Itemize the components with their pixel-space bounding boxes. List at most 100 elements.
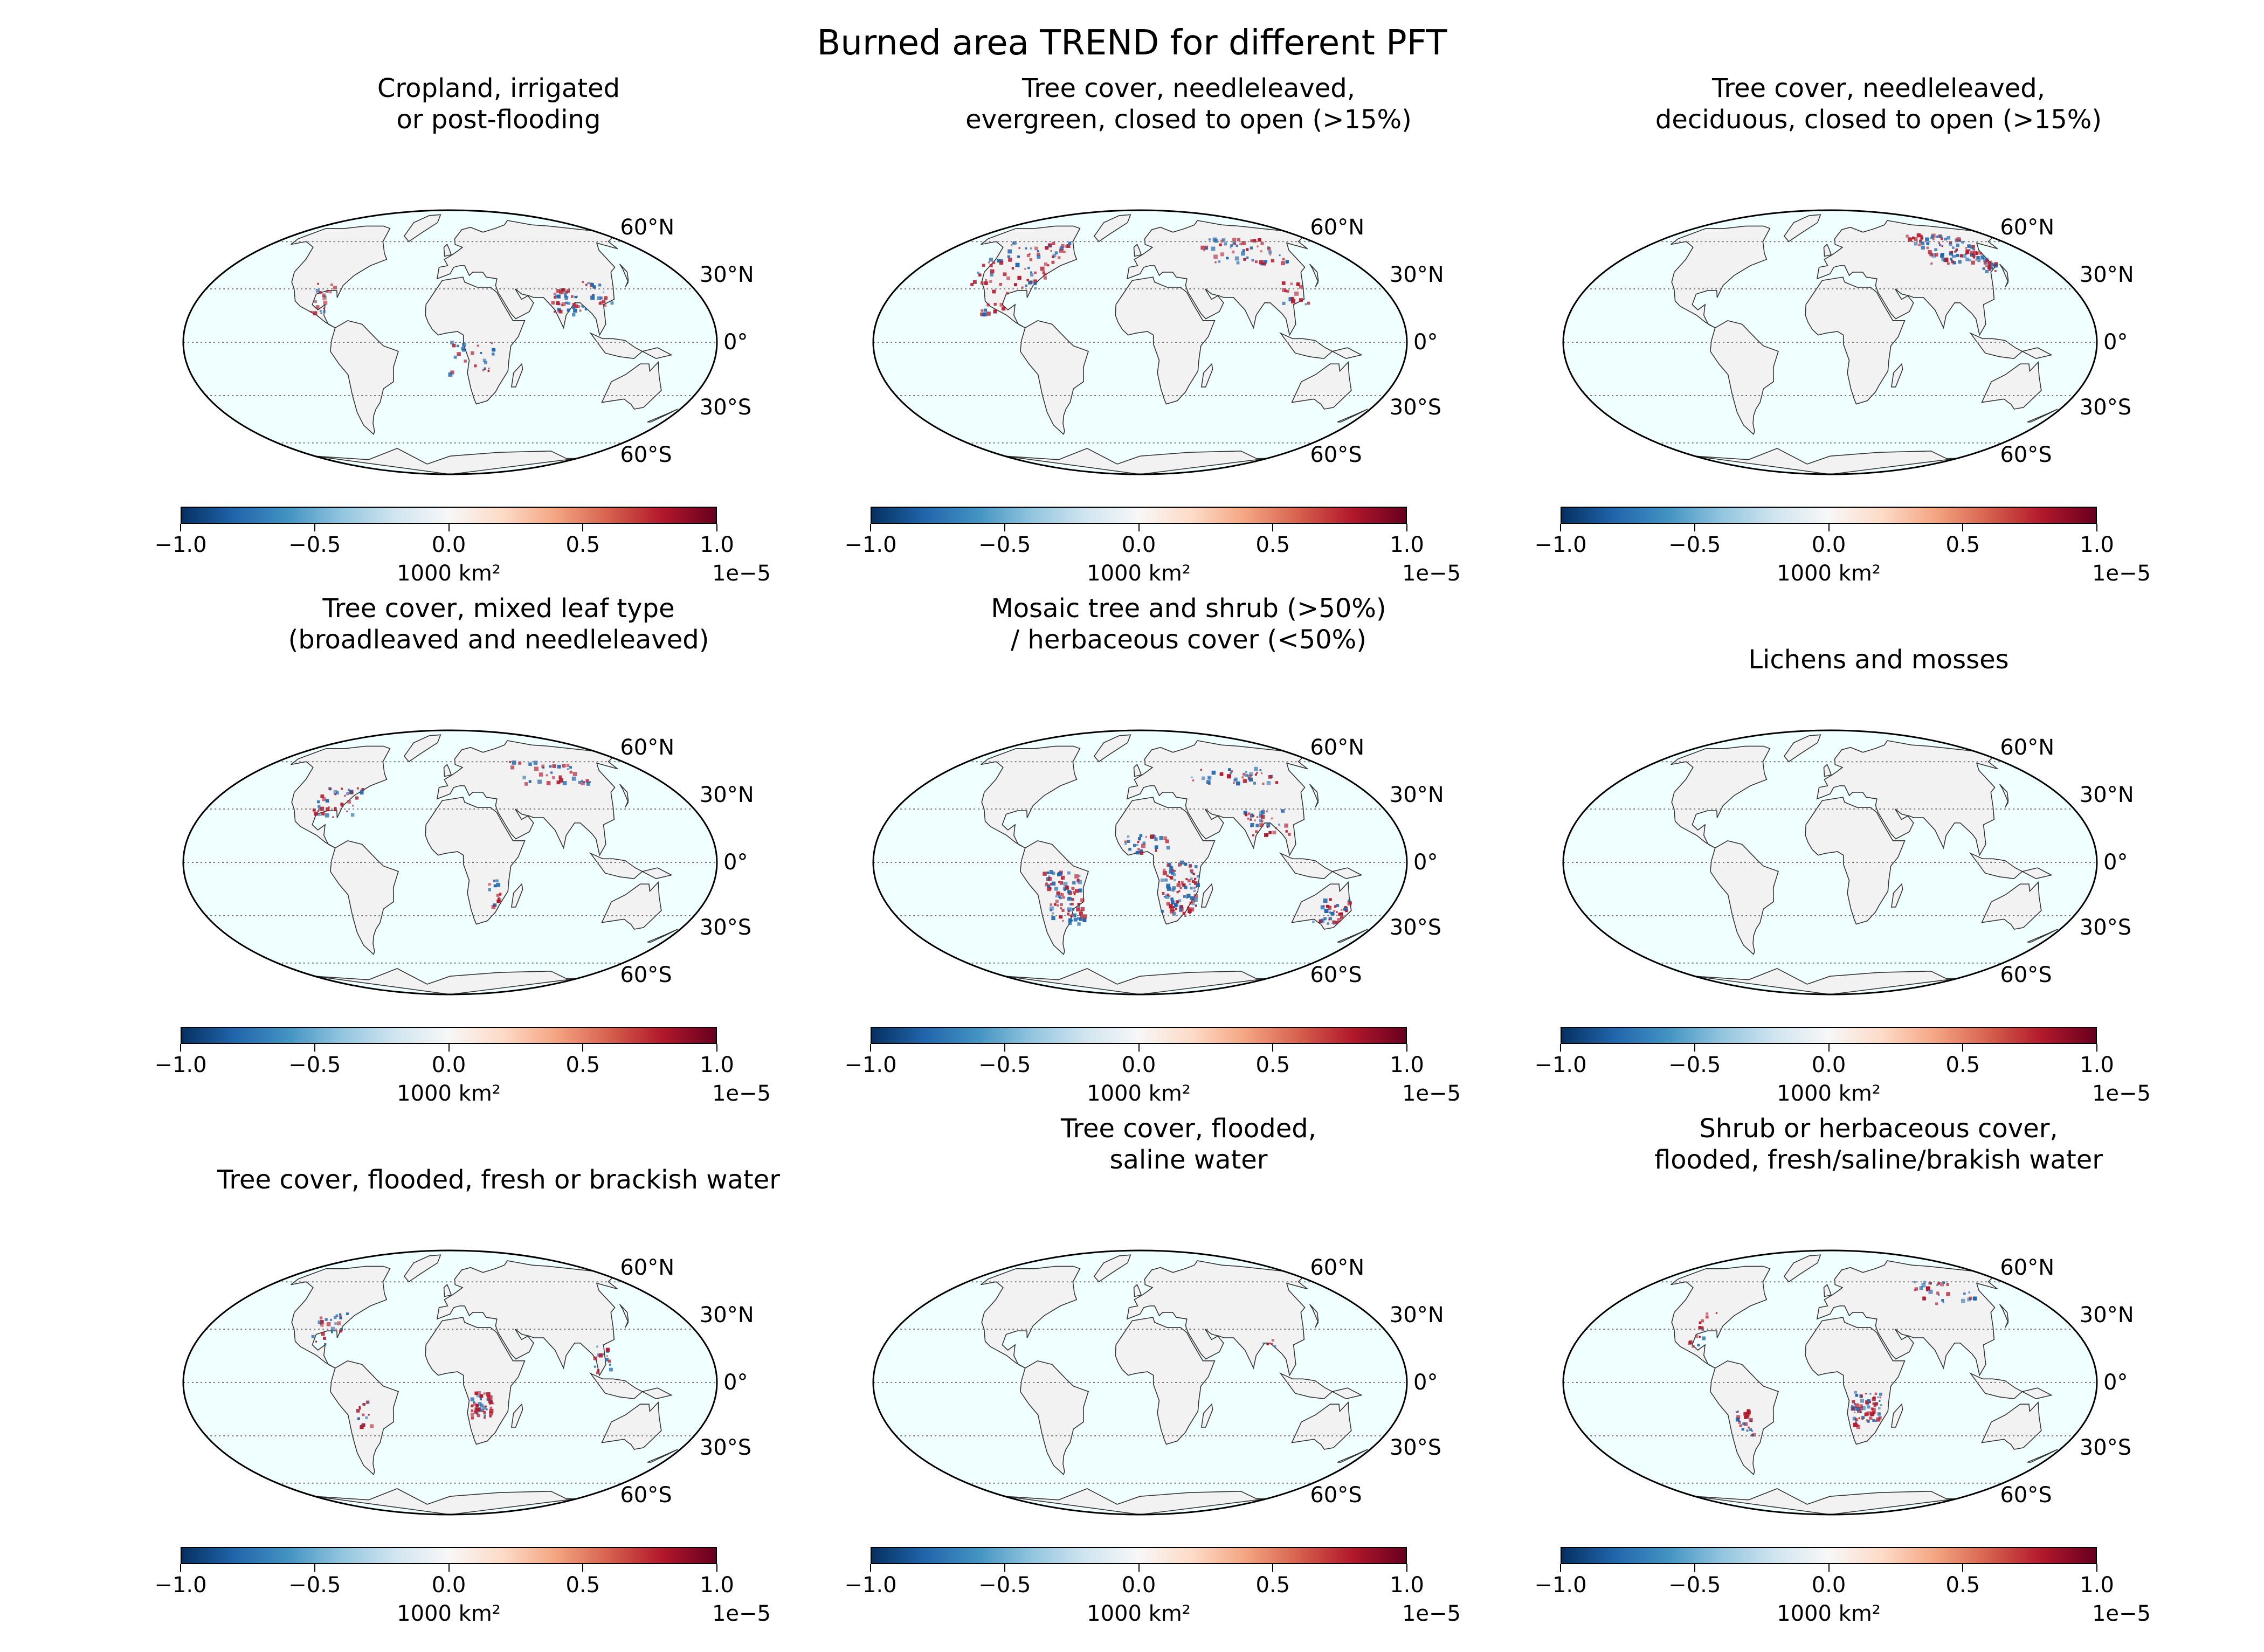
trend-pixel xyxy=(336,1321,341,1325)
trend-pixel xyxy=(1178,862,1182,867)
trend-pixel xyxy=(1252,834,1254,837)
trend-pixel xyxy=(1324,909,1329,913)
trend-pixel xyxy=(1921,245,1925,250)
trend-pixel xyxy=(476,1412,479,1414)
trend-pixel xyxy=(1237,238,1240,241)
trend-pixel xyxy=(1050,906,1054,911)
trend-pixel xyxy=(1294,291,1299,296)
trend-pixel xyxy=(1049,887,1052,890)
trend-pixel xyxy=(1176,901,1178,903)
trend-pixel xyxy=(1178,899,1182,902)
trend-pixel xyxy=(1239,243,1242,246)
trend-pixel xyxy=(315,305,320,309)
trend-pixel xyxy=(496,882,501,887)
colorbar-tick xyxy=(582,1044,584,1052)
landmass-madagascar xyxy=(1200,363,1213,388)
trend-pixel xyxy=(1879,1400,1881,1402)
trend-pixel xyxy=(1922,1297,1926,1301)
trend-pixel xyxy=(1018,247,1020,249)
trend-pixel xyxy=(576,295,578,298)
trend-pixel xyxy=(1259,819,1262,822)
trend-pixel xyxy=(1271,817,1273,820)
landmass-antarctica xyxy=(1694,968,1957,994)
trend-pixel xyxy=(1221,238,1226,242)
trend-pixel xyxy=(1219,772,1224,776)
trend-pixel xyxy=(1243,779,1247,783)
colorbar-tick-label: 0.0 xyxy=(1121,533,1156,557)
trend-pixel xyxy=(314,812,318,816)
trend-pixel xyxy=(326,290,329,293)
latitude-label: 60°N xyxy=(2000,1255,2055,1281)
trend-pixel xyxy=(491,905,496,909)
trend-pixel xyxy=(550,771,553,774)
landmass-antarctica xyxy=(1004,1488,1267,1515)
trend-pixel xyxy=(1990,266,1993,269)
trend-pixel xyxy=(1057,894,1061,898)
world-map xyxy=(872,729,1408,996)
trend-pixel xyxy=(484,1416,486,1419)
trend-pixel xyxy=(1137,837,1141,841)
colorbar-tick xyxy=(1406,1044,1407,1052)
trend-pixel xyxy=(1914,237,1918,241)
trend-pixel xyxy=(1163,836,1167,840)
trend-pixel xyxy=(596,1371,599,1374)
trend-pixel xyxy=(1860,1399,1864,1403)
trend-pixel xyxy=(1169,870,1172,874)
trend-pixel xyxy=(1052,872,1055,875)
trend-pixel xyxy=(1179,860,1184,865)
trend-pixel xyxy=(993,302,997,306)
trend-pixel xyxy=(313,808,316,812)
trend-pixel xyxy=(1940,253,1944,257)
trend-pixel xyxy=(1752,1433,1756,1437)
trend-pixel xyxy=(1178,890,1181,892)
trend-pixel xyxy=(1227,774,1231,779)
trend-pixel xyxy=(1281,809,1285,813)
trend-pixel xyxy=(1993,263,1997,266)
trend-pixel xyxy=(1065,886,1069,890)
trend-pixel xyxy=(541,764,545,768)
landmass-namerica xyxy=(1671,225,1771,328)
trend-pixel xyxy=(1183,895,1186,898)
trend-pixel xyxy=(1972,254,1976,258)
colorbar-tick-label: −0.5 xyxy=(288,1053,341,1077)
trend-pixel xyxy=(1982,267,1985,270)
trend-pixel xyxy=(1190,907,1195,912)
panel-title: Tree cover, flooded, saline water xyxy=(1061,1114,1316,1175)
trend-pixel xyxy=(1082,914,1087,919)
trend-pixel xyxy=(1063,251,1066,253)
trend-pixel xyxy=(1971,260,1975,265)
trend-pixel xyxy=(328,787,332,791)
colorbar-exponent: 1e−5 xyxy=(712,561,771,586)
world-map xyxy=(182,1249,718,1516)
trend-pixel xyxy=(488,1395,493,1399)
trend-pixel xyxy=(482,369,485,371)
trend-pixel xyxy=(1179,887,1182,889)
trend-pixel xyxy=(559,778,563,783)
colorbar-tick xyxy=(1138,1564,1140,1572)
trend-pixel xyxy=(1047,264,1050,267)
trend-pixel xyxy=(1972,1296,1977,1301)
landmass-australia xyxy=(1981,361,2042,410)
trend-pixel xyxy=(980,281,984,285)
trend-pixel xyxy=(340,803,343,806)
trend-pixel xyxy=(356,1409,360,1413)
trend-pixel xyxy=(1347,901,1352,906)
trend-pixel xyxy=(567,768,569,770)
trend-pixel xyxy=(1268,831,1272,834)
landmass-eurasia xyxy=(1816,1260,1998,1377)
trend-pixel xyxy=(1285,830,1288,833)
colorbar-tick-label: −1.0 xyxy=(1534,1053,1587,1077)
trend-pixel xyxy=(1877,1412,1881,1416)
trend-pixel xyxy=(1037,255,1041,259)
landmass-australia xyxy=(1291,1401,1352,1450)
trend-pixel xyxy=(1236,261,1240,265)
trend-pixel xyxy=(1242,249,1245,252)
trend-pixel xyxy=(334,793,336,796)
trend-pixel xyxy=(1250,246,1253,250)
trend-pixel xyxy=(1333,910,1335,912)
colorbar-exponent: 1e−5 xyxy=(2092,1601,2151,1626)
trend-pixel xyxy=(571,295,574,298)
trend-pixel xyxy=(492,348,495,352)
trend-pixel xyxy=(329,1318,333,1321)
map-panel: Tree cover, needleleaved, deciduous, clo… xyxy=(1528,73,2229,612)
